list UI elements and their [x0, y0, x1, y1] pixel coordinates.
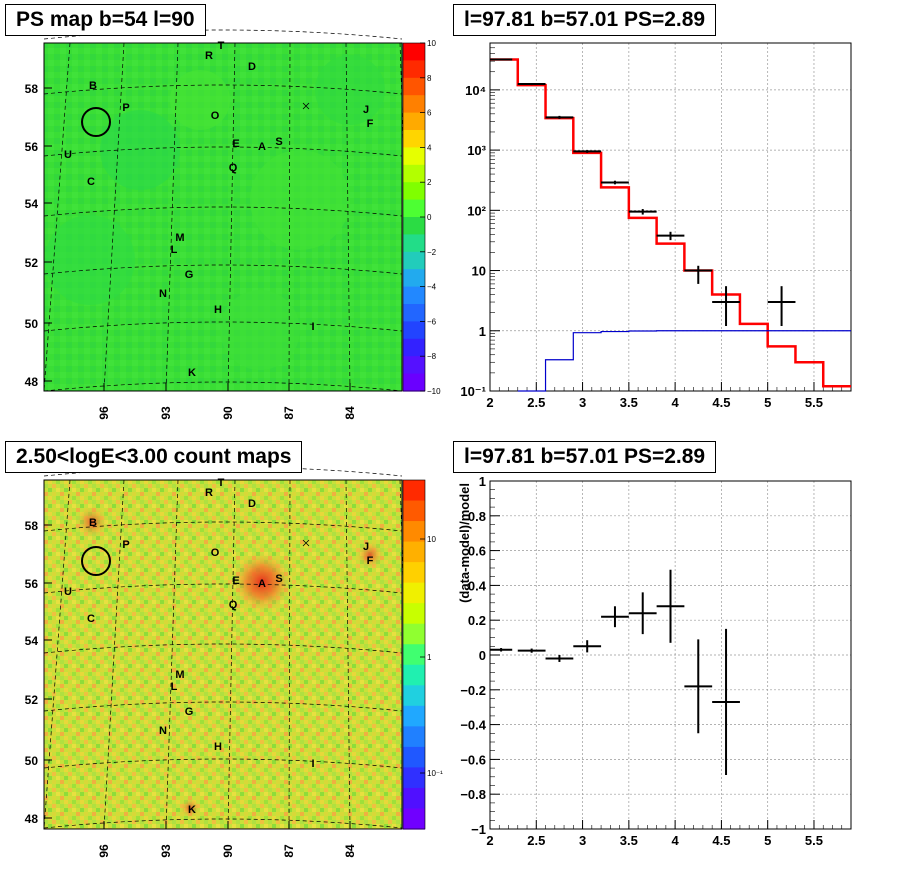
ps-map-lat-line	[43, 321, 403, 332]
ps-map-y-tick-label: 52	[25, 256, 39, 270]
ps-map-source-label: L	[171, 244, 178, 256]
ps-map-lon-line	[345, 42, 351, 392]
ps-map-colorbar-tick-label: 2	[427, 178, 432, 187]
ps-map-lon-line	[227, 42, 236, 392]
ps-map-x-tick-group: 84	[343, 406, 357, 420]
ps-map-colorbar-segment	[403, 199, 425, 218]
ps-map-source-label: H	[214, 304, 222, 316]
ps-map-x-tick-group: 90	[221, 406, 235, 420]
ps-map-colorbar-segment	[403, 321, 425, 340]
ps-map-y-tick-label: 56	[25, 140, 39, 154]
ps-map-colorbar-segment	[403, 304, 425, 322]
ps-map-source-label: R	[205, 50, 213, 62]
ps-map-texture-blob	[220, 290, 300, 370]
ps-map-lon-line	[165, 42, 179, 392]
ps-map-colorbar-segment	[403, 373, 425, 392]
ps-map-colorbar-segment	[403, 43, 425, 61]
ps-map-colorbar-segment	[403, 147, 425, 166]
ps-map-source-labels: TR D B P O JF U E A S Q C ML G N H I K	[64, 40, 374, 379]
ps-map-colorbar-tick-label: 10	[427, 39, 436, 48]
ps-map-source-label: B	[89, 80, 97, 92]
ps-map-source-label: A	[258, 141, 266, 153]
ps-map-colorbar-segment	[403, 269, 425, 288]
ps-map-x-tick-label: 93	[159, 406, 173, 420]
ps-map-cross-marker	[302, 102, 310, 110]
ps-map-y-tick-label: 50	[25, 317, 39, 331]
ps-map-lat-line	[43, 381, 403, 392]
ps-map-y-tick-label: 54	[25, 197, 39, 211]
ps-map-source-label: O	[211, 110, 220, 122]
ps-map-colorbar-tick-label: −6	[427, 317, 437, 326]
ps-map-colorbar-tick-label: −2	[427, 248, 437, 257]
ps-map-source-label: I	[311, 321, 314, 333]
ps-map-source-label: S	[275, 136, 282, 148]
ps-map-colorbar-segment	[403, 60, 425, 79]
ps-map-lon-line	[103, 42, 125, 392]
ps-map-lat-line	[43, 206, 403, 217]
ps-map-colorbar-tick-label: 4	[427, 143, 432, 152]
ps-map-texture-blob	[250, 150, 350, 250]
ps-map-lat-line	[43, 29, 403, 40]
ps-map-source-label: F	[367, 118, 374, 130]
ps-map-x-tick-label: 84	[343, 406, 357, 420]
ps-map-lat-line	[43, 264, 403, 275]
spectrum-title: l=97.81 b=57.01 PS=2.89	[453, 4, 717, 36]
ps-map-x-tick-group: 93	[159, 406, 173, 420]
ps-map-source-label: C	[87, 176, 95, 188]
ps-map-colorbar-tick-label: 0	[427, 213, 432, 222]
ps-map-colorbar-tick-label: −8	[427, 352, 437, 361]
ps-map-lon-line	[288, 42, 291, 392]
ps-map-colorbar-segment	[403, 130, 425, 148]
ps-map-x-tick-label: 90	[221, 406, 235, 420]
count-map-title: 2.50<logE<3.00 count maps	[5, 441, 303, 473]
ps-map-title: PS map b=54 l=90	[5, 4, 206, 36]
ps-map-axes: 48 50 52 54 56 58 96 93 90 87 84	[25, 82, 357, 420]
ps-map-source-label: Q	[229, 162, 238, 174]
ps-map-x-tick-label: 96	[97, 406, 111, 420]
ps-map-lat-line	[43, 84, 403, 95]
ps-map-source-label: P	[122, 102, 129, 114]
ps-map-colorbar-segment	[403, 356, 425, 375]
ps-map-x-tick-label: 87	[282, 406, 296, 420]
ps-map-y-tick-label: 48	[25, 375, 39, 389]
ps-map-colorbar-tick-label: −4	[427, 283, 437, 292]
ps-map-colorbar-segment	[403, 217, 425, 235]
residual-title: l=97.81 b=57.01 PS=2.89	[453, 441, 717, 473]
ps-map-colorbar-segment	[403, 338, 425, 357]
ps-map-colorbar-segment	[403, 286, 425, 305]
ps-map-source-label: M	[175, 232, 184, 244]
ps-map-colorbar-tick-label: 6	[427, 109, 432, 118]
ps-map-source-label: D	[248, 61, 256, 73]
ps-map-colorbar-segment	[403, 112, 425, 131]
ps-map-x-tick-group: 96	[97, 406, 111, 420]
ps-map-y-tick-label: 58	[25, 82, 39, 96]
ps-map-colorbar-tick-label: 8	[427, 74, 432, 83]
ps-map-source-label: T	[218, 40, 225, 52]
ps-map-colorbar-tick-label: −10	[427, 387, 441, 396]
ps-map-lon-line	[43, 42, 71, 392]
ps-map-colorbar-segment	[403, 234, 425, 253]
ps-map-colorbar-segment	[403, 95, 425, 114]
ps-map-texture-blob	[100, 110, 180, 190]
ps-map-source-label: K	[188, 367, 196, 379]
ps-map-colorbar-segment	[403, 77, 425, 96]
ps-map-source-label: G	[185, 269, 194, 281]
ps-map-texture-blob	[170, 70, 230, 130]
ps-map-source-label: J	[363, 104, 369, 116]
ps-map-texture-blob	[315, 55, 385, 125]
ps-map-coordinate-grid	[43, 29, 413, 392]
ps-map-colorbar-segment	[403, 251, 425, 270]
ps-map-lat-line	[43, 146, 403, 157]
selected-source-circle	[81, 107, 111, 137]
ps-map-colorbar: 10 8 6 4 2 0 −2 −4 −6 −8 −10	[402, 39, 441, 396]
ps-map-source-label: U	[64, 149, 72, 161]
ps-map-source-label: E	[232, 138, 239, 150]
ps-map-source-label: N	[159, 288, 167, 300]
ps-map-colorbar-segment	[403, 164, 425, 183]
ps-map-x-tick-group: 87	[282, 406, 296, 420]
ps-map-colorbar-segment	[403, 182, 425, 201]
ps-map-structure	[45, 55, 385, 370]
ps-map-texture-blob	[45, 215, 135, 305]
